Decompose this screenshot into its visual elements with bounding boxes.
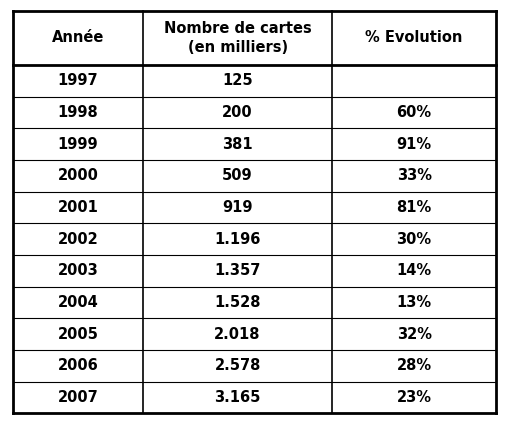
Text: 32%: 32%: [397, 327, 432, 342]
Text: 2007: 2007: [58, 390, 98, 405]
Text: 2001: 2001: [58, 200, 98, 215]
Text: 1997: 1997: [58, 73, 98, 88]
Text: 2002: 2002: [58, 232, 98, 247]
Text: % Evolution: % Evolution: [365, 30, 463, 45]
Text: Nombre de cartes: Nombre de cartes: [164, 20, 312, 36]
Text: 509: 509: [222, 168, 253, 183]
Text: 3.165: 3.165: [214, 390, 261, 405]
Text: 200: 200: [222, 105, 253, 120]
Text: 125: 125: [222, 73, 253, 88]
Text: Année: Année: [52, 30, 104, 45]
Text: 2005: 2005: [58, 327, 98, 342]
Text: 28%: 28%: [397, 358, 432, 374]
Text: 2.578: 2.578: [214, 358, 261, 374]
Text: 2004: 2004: [58, 295, 98, 310]
Text: 381: 381: [222, 137, 253, 152]
Text: 1.196: 1.196: [214, 232, 261, 247]
Text: 2000: 2000: [58, 168, 98, 183]
Text: 60%: 60%: [397, 105, 432, 120]
Text: 23%: 23%: [397, 390, 432, 405]
Text: 1998: 1998: [58, 105, 98, 120]
Text: 30%: 30%: [397, 232, 432, 247]
Text: 2003: 2003: [58, 263, 98, 279]
Text: 919: 919: [222, 200, 253, 215]
Text: 2006: 2006: [58, 358, 98, 374]
Text: 1999: 1999: [58, 137, 98, 152]
Text: 1.528: 1.528: [214, 295, 261, 310]
Text: 1.357: 1.357: [214, 263, 261, 279]
Text: 14%: 14%: [397, 263, 432, 279]
Text: 91%: 91%: [397, 137, 432, 152]
Text: 2.018: 2.018: [214, 327, 261, 342]
Text: 33%: 33%: [397, 168, 432, 183]
Text: 81%: 81%: [397, 200, 432, 215]
Text: (en milliers): (en milliers): [187, 40, 288, 55]
Text: 13%: 13%: [397, 295, 432, 310]
